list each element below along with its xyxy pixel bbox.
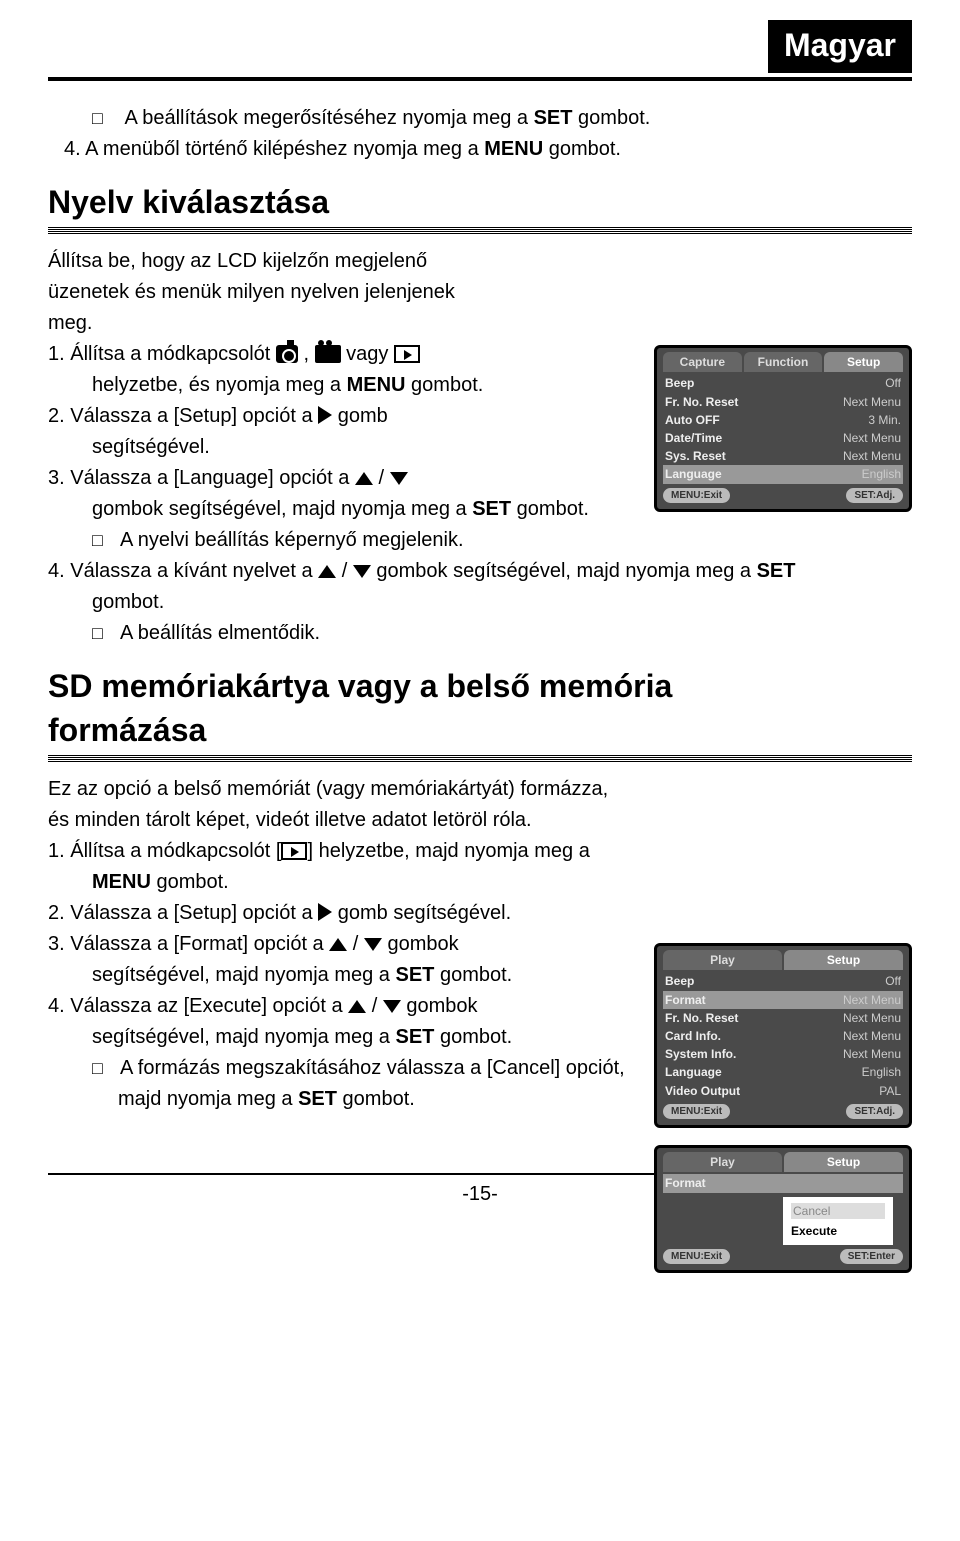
s2-step4-note2: majd nyomja meg a SET gombot. (48, 1086, 632, 1113)
s1-lead: Állítsa be, hogy az LCD kijelzőn megjele… (48, 248, 632, 275)
lcd-figure-format-execute: Play Setup Format Cancel Execute MENU:Ex… (654, 1145, 912, 1273)
play-icon (394, 345, 420, 363)
lcd2-foot-left: MENU:Exit (663, 1104, 730, 1120)
s1-step1b: helyzetbe, és nyomja meg a MENU gombot. (48, 372, 632, 399)
s1-step3: 3. Válassza a [Language] opciót a / (48, 465, 632, 492)
lcd2-tab-play: Play (663, 950, 782, 970)
s2-step4: 4. Válassza az [Execute] opciót a / gomb… (48, 993, 632, 1020)
down-arrow-icon (390, 472, 408, 485)
s1-step2b: segítségével. (48, 434, 632, 461)
s2-lead: Ez az opció a belső memóriát (vagy memór… (48, 776, 632, 803)
language-tag: Magyar (768, 20, 912, 73)
section-title-format: SD memóriakártya vagy a belső memória fo… (48, 665, 912, 751)
lcd3-execute: Execute (791, 1223, 885, 1239)
lcd3-dialog: Cancel Execute (783, 1197, 893, 1245)
s1-lead: meg. (48, 310, 632, 337)
lcd3-tab-setup: Setup (784, 1152, 903, 1172)
lcd1-row: Date/TimeNext Menu (663, 429, 903, 447)
s2-step3: 3. Válassza a [Format] opciót a / gombok (48, 931, 632, 958)
lcd2-row: Video OutputPAL (663, 1082, 903, 1100)
video-icon (315, 345, 341, 363)
down-arrow-icon (353, 565, 371, 578)
down-arrow-icon (383, 1000, 401, 1013)
s2-step1: 1. Állítsa a módkapcsolót [] helyzetbe, … (48, 838, 632, 865)
up-arrow-icon (318, 565, 336, 578)
header-rule (48, 77, 912, 81)
section-underline (48, 754, 912, 762)
lcd1-tab-function: Function (744, 352, 823, 372)
lcd2-tab-setup: Setup (784, 950, 903, 970)
lcd2-row: BeepOff (663, 972, 903, 990)
lcd1-row: BeepOff (663, 374, 903, 392)
lcd2-row: Fr. No. ResetNext Menu (663, 1009, 903, 1027)
lcd1-foot-left: MENU:Exit (663, 488, 730, 504)
s2-lead: és minden tárolt képet, videót illetve a… (48, 807, 632, 834)
lcd1-row: Auto OFF3 Min. (663, 411, 903, 429)
lcd3-row-format: Format (663, 1174, 903, 1192)
lcd2-foot-right: SET:Adj. (846, 1104, 903, 1120)
lcd2-row: System Info.Next Menu (663, 1045, 903, 1063)
s2-step4b: segítségével, majd nyomja meg a SET gomb… (48, 1024, 632, 1051)
up-arrow-icon (348, 1000, 366, 1013)
up-arrow-icon (329, 938, 347, 951)
lcd-figure-setup-format: Play Setup BeepOff FormatNext Menu Fr. N… (654, 943, 912, 1128)
lcd1-row: Sys. ResetNext Menu (663, 447, 903, 465)
down-arrow-icon (364, 938, 382, 951)
s1-step4: 4. Válassza a kívánt nyelvet a / gombok … (48, 558, 912, 585)
s1-step1: 1. Állítsa a módkapcsolót , vagy (48, 341, 632, 368)
lcd2-row-selected: FormatNext Menu (663, 991, 903, 1009)
lcd1-tab-capture: Capture (663, 352, 742, 372)
lcd2-row: LanguageEnglish (663, 1063, 903, 1081)
up-arrow-icon (355, 472, 373, 485)
s2-step3b: segítségével, majd nyomja meg a SET gomb… (48, 962, 632, 989)
intro-line-set: A beállítások megerősítéséhez nyomja meg… (48, 105, 912, 132)
lcd1-tab-setup: Setup (824, 352, 903, 372)
s1-lead: üzenetek és menük milyen nyelven jelenje… (48, 279, 632, 306)
right-arrow-icon (318, 406, 332, 424)
lcd-figure-setup-language: Capture Function Setup BeepOff Fr. No. R… (654, 345, 912, 512)
lcd1-row-selected: LanguageEnglish (663, 465, 903, 483)
lcd2-row: Card Info.Next Menu (663, 1027, 903, 1045)
play-icon (281, 842, 307, 860)
lcd3-tab-play: Play (663, 1152, 782, 1172)
section-underline (48, 226, 912, 234)
intro-line-menu: 4. A menüből történő kilépéshez nyomja m… (48, 136, 912, 163)
s2-step2: 2. Válassza a [Setup] opciót a gomb segí… (48, 900, 632, 927)
section-title-language: Nyelv kiválasztása (48, 181, 912, 224)
s2-step4-note1: A formázás megszakításához válassza a [C… (48, 1055, 632, 1082)
lcd3-foot-left: MENU:Exit (663, 1249, 730, 1265)
s1-step3b: gombok segítségével, majd nyomja meg a S… (48, 496, 632, 523)
camera-icon (276, 345, 298, 363)
s1-step2: 2. Válassza a [Setup] opciót a gomb (48, 403, 632, 430)
s1-step3-note: A nyelvi beállítás képernyő megjelenik. (48, 527, 632, 554)
lcd1-foot-right: SET:Adj. (846, 488, 903, 504)
right-arrow-icon (318, 903, 332, 921)
s2-step1b: MENU gombot. (48, 869, 632, 896)
lcd3-cancel: Cancel (791, 1203, 885, 1219)
s1-step4-note: A beállítás elmentődik. (48, 620, 912, 647)
lcd3-foot-right: SET:Enter (840, 1249, 903, 1265)
lcd1-row: Fr. No. ResetNext Menu (663, 393, 903, 411)
s1-step4b: gombot. (48, 589, 912, 616)
